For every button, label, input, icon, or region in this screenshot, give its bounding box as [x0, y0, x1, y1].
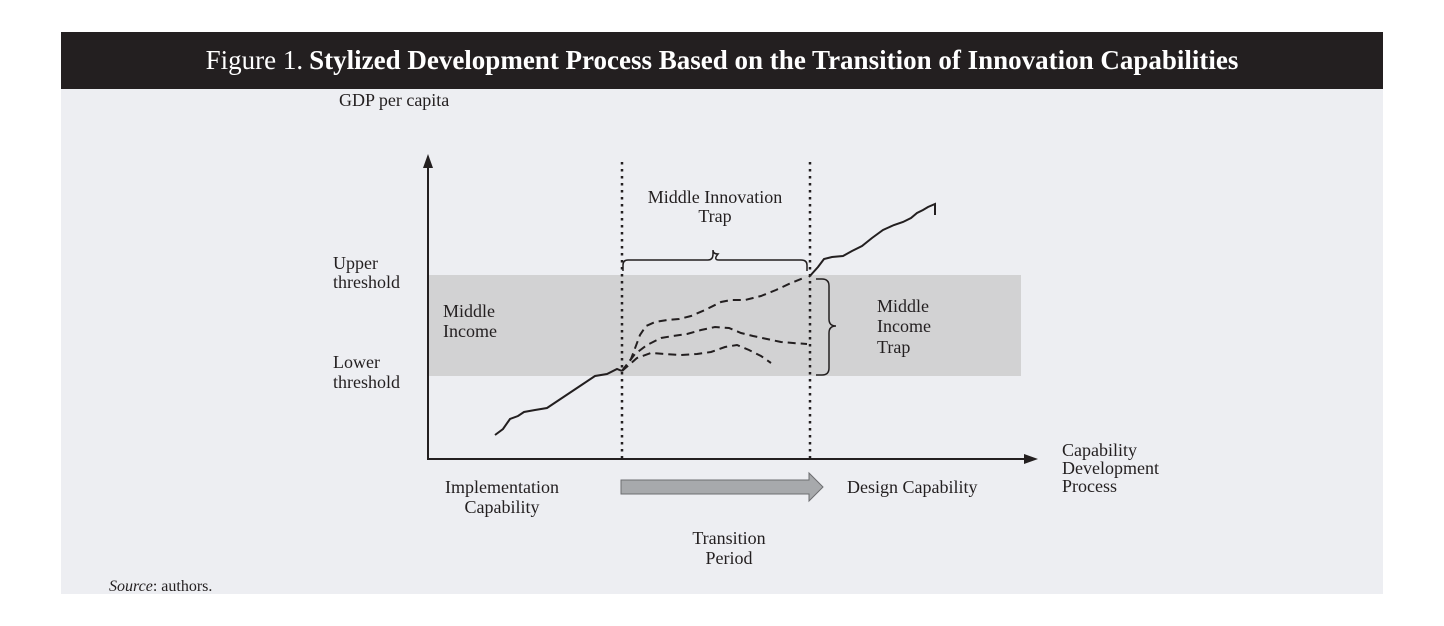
middle-income-label-line-2: Income — [443, 321, 497, 341]
income-trap-label-line-1: Middle — [877, 296, 929, 316]
design-capability-label: Design Capability — [847, 477, 977, 497]
implementation-capability-line-2: Capability — [465, 497, 540, 517]
y-axis-label: GDP per capita — [339, 90, 449, 110]
upper-threshold-line-1: Upper — [333, 253, 378, 273]
transition-arrow — [620, 471, 824, 503]
income-trap-label-line-2: Income — [877, 316, 931, 336]
development-diagram: GDP per capita Capability Development Pr… — [333, 90, 1159, 568]
figure-title: Stylized Development Process Based on th… — [309, 45, 1239, 75]
x-axis-label-line-3: Process — [1062, 476, 1117, 496]
growth-path-solid — [494, 367, 623, 436]
middle-income-label-line-1: Middle — [443, 301, 495, 321]
figure-number: Figure 1. — [205, 45, 304, 75]
lower-threshold-line-1: Lower — [333, 352, 380, 372]
dashed-path-low — [621, 343, 772, 372]
transition-period-line-2: Period — [706, 548, 753, 568]
dashed-path-mid — [621, 325, 808, 372]
y-axis-arrowhead — [423, 154, 433, 168]
income-trap-label-line-3: Trap — [877, 337, 910, 357]
source-text: : authors. — [152, 578, 213, 595]
source-note: Source: authors. — [109, 578, 212, 596]
transition-period-line-1: Transition — [692, 528, 765, 548]
lower-threshold-line-2: threshold — [333, 372, 400, 392]
figure-panel: Figure 1. Stylized Development Process B… — [61, 32, 1383, 596]
upper-threshold-line-2: threshold — [333, 272, 400, 292]
x-axis-arrowhead — [1024, 454, 1038, 464]
income-trap-brace — [816, 278, 837, 376]
x-axis-label-line-1: Capability — [1062, 440, 1137, 460]
source-label: Source — [109, 578, 153, 595]
growth-path-solid-upper — [808, 202, 936, 278]
innovation-trap-brace — [622, 249, 808, 271]
figure-header: Figure 1. Stylized Development Process B… — [61, 32, 1383, 89]
dashed-path-high — [621, 276, 807, 372]
middle-income-band — [429, 275, 1021, 376]
innovation-trap-label-line-2: Trap — [698, 206, 731, 226]
implementation-capability-line-1: Implementation — [445, 477, 559, 497]
innovation-trap-label-line-1: Middle Innovation — [648, 187, 782, 207]
x-axis-label-line-2: Development — [1062, 458, 1159, 478]
